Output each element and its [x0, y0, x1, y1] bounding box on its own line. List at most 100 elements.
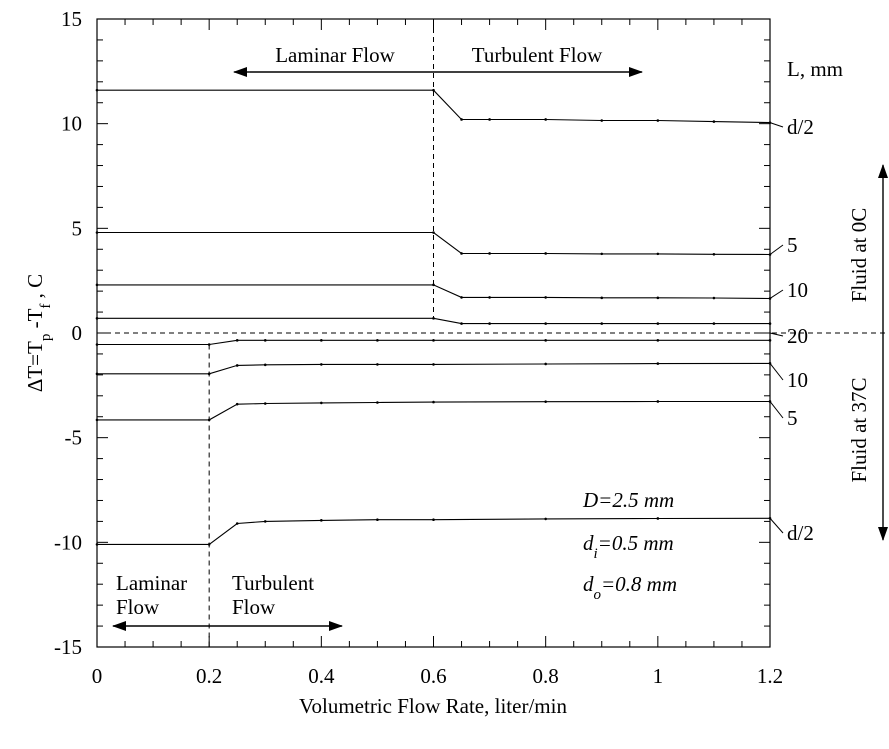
series-point — [263, 520, 267, 523]
series-point — [263, 363, 267, 367]
series-point — [376, 401, 379, 404]
series-point — [656, 252, 660, 256]
series-point — [432, 283, 435, 287]
x-axis-title: Volumetric Flow Rate, liter/min — [299, 694, 567, 718]
right-label-leader — [769, 401, 784, 419]
series-point — [488, 252, 491, 255]
series-point — [235, 402, 239, 406]
right-label-leader — [769, 289, 784, 299]
series-point — [656, 517, 660, 520]
series-point — [600, 119, 604, 122]
inner-diameter-label: di=0.5 mm — [583, 531, 674, 562]
right-label: L, mm — [787, 57, 843, 81]
series-point — [207, 418, 211, 422]
laminar-flow-top-label: Laminar Flow — [275, 43, 395, 67]
right-label: 20 — [787, 324, 808, 348]
right-label: 5 — [787, 233, 798, 257]
outer-diameter-label: D=2.5 mm — [582, 488, 674, 512]
laminar-bottom-line1: Laminar — [116, 571, 187, 595]
right-label-leader — [769, 332, 784, 337]
series-point — [712, 296, 716, 300]
series-point — [656, 362, 660, 365]
series-point — [544, 296, 547, 299]
series-point — [656, 322, 660, 325]
series-point — [263, 402, 267, 405]
series-point — [544, 517, 547, 521]
series-point — [95, 88, 99, 92]
series-point — [544, 339, 547, 342]
right-label: 10 — [787, 278, 808, 302]
x-tick-label: 0.6 — [420, 664, 446, 688]
x-tick-label: 0 — [92, 664, 103, 688]
outer-tube-diameter-label: do=0.8 mm — [583, 572, 677, 603]
series-point — [95, 418, 99, 422]
series-point — [95, 372, 99, 376]
y-tick-label: 10 — [61, 112, 82, 136]
series-point — [432, 363, 435, 366]
series-point — [235, 522, 239, 525]
series-point — [460, 296, 463, 299]
series-line-4 — [97, 339, 770, 346]
right-label: d/2 — [787, 115, 814, 139]
do-main: d — [583, 572, 594, 596]
series-line-5 — [97, 362, 771, 375]
x-tick-label: 0.8 — [533, 664, 559, 688]
y-tick-label: -10 — [54, 530, 82, 554]
y-tick-label: -15 — [54, 635, 82, 659]
reference-lines — [97, 19, 889, 647]
right-label: 5 — [787, 406, 798, 430]
y-tick-labels: -15 -10 -5 0 5 10 15 — [54, 7, 82, 659]
do-value: =0.8 mm — [601, 572, 677, 596]
series-point — [768, 339, 772, 342]
series-point — [376, 518, 379, 522]
y-tick-label: 15 — [61, 7, 82, 31]
series-point — [235, 364, 239, 367]
series-point — [207, 343, 211, 346]
turbulent-bottom-line1: Turbulent — [232, 571, 314, 595]
series-point — [432, 231, 435, 234]
right-label-leader — [769, 363, 784, 381]
series-point — [488, 322, 491, 325]
turbulent-flow-top-label: Turbulent Flow — [472, 43, 603, 67]
series-point — [600, 322, 604, 325]
x-tick-label: 1.2 — [757, 664, 783, 688]
series-point — [95, 343, 99, 346]
series-point — [432, 518, 435, 522]
right-label: d/2 — [787, 521, 814, 545]
right-side-labels: L, mm d/2 5 10 20 10 5 d/2 — [769, 57, 843, 545]
series-point — [544, 362, 547, 366]
right-label: 10 — [787, 368, 808, 392]
series-point — [432, 88, 435, 92]
series-point — [768, 322, 772, 325]
di-sub: i — [594, 546, 598, 562]
right-label-leader — [769, 244, 784, 255]
x-tick-label: 1 — [653, 664, 664, 688]
y-axis-title: ΔT=Tp -Tf , C — [23, 274, 54, 392]
series-point — [600, 252, 604, 256]
series-point — [544, 252, 547, 255]
series-point — [488, 296, 491, 299]
y-tick-label: 5 — [72, 216, 83, 240]
series-point — [432, 400, 435, 404]
series-point — [656, 400, 660, 403]
series-point — [376, 339, 379, 342]
x-tick-label: 0.4 — [308, 664, 335, 688]
y-tick-label: -5 — [65, 426, 83, 450]
series-point — [207, 372, 211, 376]
series-point — [432, 339, 435, 342]
series-point — [376, 363, 379, 366]
di-value: =0.5 mm — [598, 531, 674, 555]
series-point — [544, 400, 547, 403]
series-point — [712, 322, 716, 325]
series-line-6 — [97, 400, 770, 421]
series-point — [207, 543, 211, 546]
series-point — [320, 363, 323, 366]
series-point — [600, 296, 604, 300]
fluid-cold-label: Fluid at 0C — [847, 208, 871, 303]
series-point — [544, 118, 547, 121]
right-label-leader — [769, 517, 784, 534]
series-point — [460, 252, 463, 255]
series-point — [95, 317, 99, 320]
series-point — [263, 339, 267, 342]
series-point — [544, 322, 547, 325]
